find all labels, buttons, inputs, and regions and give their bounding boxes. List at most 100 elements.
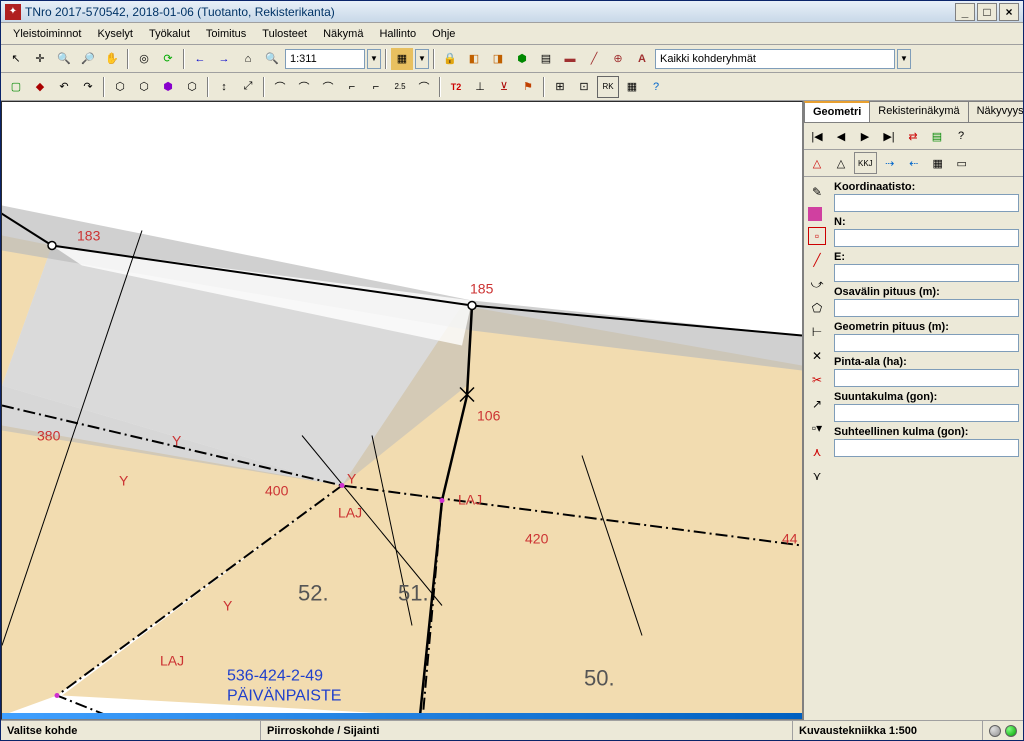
first-icon[interactable]: |◀ xyxy=(806,125,828,147)
suhteellinen-input[interactable] xyxy=(834,439,1019,457)
n-input[interactable] xyxy=(834,229,1019,247)
group-select[interactable]: Kaikki kohderyhmät xyxy=(655,49,895,69)
marker-icon[interactable]: ⊕ xyxy=(607,48,629,70)
e-input[interactable] xyxy=(834,264,1019,282)
hex2-icon[interactable]: ⬡ xyxy=(133,76,155,98)
angle1-icon[interactable]: ⋏ xyxy=(808,443,826,461)
box-dd-icon[interactable]: ▫▾ xyxy=(808,419,826,437)
menu-tyokalut[interactable]: Työkalut xyxy=(141,26,198,42)
x-icon[interactable]: ✕ xyxy=(808,347,826,365)
text-icon[interactable]: A xyxy=(631,48,653,70)
flag-icon[interactable]: ⚑ xyxy=(517,76,539,98)
grid-side-icon[interactable]: ▦ xyxy=(927,152,949,174)
crosshair-icon[interactable]: ✛ xyxy=(29,48,51,70)
grid1-icon[interactable]: ⊞ xyxy=(549,76,571,98)
tri2-icon[interactable]: △ xyxy=(830,152,852,174)
measure2-icon[interactable]: ⤢ xyxy=(237,76,259,98)
tab-nakyvyys[interactable]: Näkyvyys xyxy=(968,101,1023,122)
cube-icon[interactable]: ⬢ xyxy=(511,48,533,70)
home-icon[interactable]: ⌂ xyxy=(237,48,259,70)
pencil-icon[interactable]: ✎ xyxy=(808,183,826,201)
find-icon[interactable]: 🔍 xyxy=(261,48,283,70)
pointer-icon[interactable]: ↖ xyxy=(5,48,27,70)
layers-icon[interactable]: ▦ xyxy=(391,48,413,70)
close-button[interactable]: × xyxy=(999,3,1019,21)
minimize-button[interactable]: _ xyxy=(955,3,975,21)
pan-icon[interactable]: ✋ xyxy=(101,48,123,70)
tri1-icon[interactable]: △ xyxy=(806,152,828,174)
scale-input[interactable] xyxy=(285,49,365,69)
hex3-icon[interactable]: ⬢ xyxy=(157,76,179,98)
connect-icon[interactable]: ⊢ xyxy=(808,323,826,341)
box-red-icon[interactable]: ◆ xyxy=(29,76,51,98)
grid2-icon[interactable]: ⊡ xyxy=(573,76,595,98)
arrow-icon[interactable]: ↗ xyxy=(808,395,826,413)
arc4-icon[interactable]: ⌐ xyxy=(341,76,363,98)
tag-icon[interactable]: ◧ xyxy=(463,48,485,70)
menu-hallinto[interactable]: Hallinto xyxy=(371,26,424,42)
geometrin-input[interactable] xyxy=(834,334,1019,352)
red-line-icon[interactable]: ╱ xyxy=(808,251,826,269)
zoom-out-icon[interactable]: 🔎 xyxy=(77,48,99,70)
pink-box-icon[interactable] xyxy=(808,207,822,221)
menu-yleistoiminnot[interactable]: Yleistoiminnot xyxy=(5,26,89,42)
polygon-icon[interactable]: ⬠ xyxy=(808,299,826,317)
forward-icon[interactable]: → xyxy=(213,48,235,70)
redo-icon[interactable]: ↷ xyxy=(77,76,99,98)
menu-tulosteet[interactable]: Tulosteet xyxy=(254,26,315,42)
kkj-button[interactable]: KKJ xyxy=(854,152,877,174)
target-icon[interactable]: ◎ xyxy=(133,48,155,70)
lock-icon[interactable]: 🔒 xyxy=(439,48,461,70)
align2-icon[interactable]: ⊻ xyxy=(493,76,515,98)
angle2-icon[interactable]: ⋎ xyxy=(808,467,826,485)
grid3-icon[interactable]: ▦ xyxy=(621,76,643,98)
pinta-ala-input[interactable] xyxy=(834,369,1019,387)
align1-icon[interactable]: ⊥ xyxy=(469,76,491,98)
undo-icon[interactable]: ↶ xyxy=(53,76,75,98)
arc2-icon[interactable]: ⌒ xyxy=(293,76,315,98)
group-dropdown[interactable]: ▼ xyxy=(897,49,911,69)
t2-icon[interactable]: T2 xyxy=(445,76,467,98)
arc3-icon[interactable]: ⌒ xyxy=(317,76,339,98)
hex4-icon[interactable]: ⬡ xyxy=(181,76,203,98)
measure1-icon[interactable]: ↕ xyxy=(213,76,235,98)
menu-kyselyt[interactable]: Kyselyt xyxy=(89,26,140,42)
tag2-icon[interactable]: ◨ xyxy=(487,48,509,70)
back-icon[interactable]: ← xyxy=(189,48,211,70)
link-icon[interactable]: ⇄ xyxy=(902,125,924,147)
tab-geometri[interactable]: Geometri xyxy=(804,101,870,122)
arc6-icon[interactable]: ⌒ xyxy=(413,76,435,98)
next-icon[interactable]: ▶ xyxy=(854,125,876,147)
dim-icon[interactable]: 2.5 xyxy=(389,76,411,98)
doc-side-icon[interactable]: ▭ xyxy=(951,152,973,174)
layers-dropdown[interactable]: ▼ xyxy=(415,49,429,69)
help-side-icon[interactable]: ? xyxy=(950,125,972,147)
suuntakulma-input[interactable] xyxy=(834,404,1019,422)
prev-icon[interactable]: ◀ xyxy=(830,125,852,147)
conn2-icon[interactable]: ⇠ xyxy=(903,152,925,174)
menu-nakyma[interactable]: Näkymä xyxy=(315,26,371,42)
zoom-in-icon[interactable]: 🔍 xyxy=(53,48,75,70)
red-box-icon[interactable]: ▫ xyxy=(808,227,826,245)
koordinaatisto-input[interactable] xyxy=(834,194,1019,212)
curve-icon[interactable]: ⤻ xyxy=(808,275,826,293)
scissors-icon[interactable]: ✂ xyxy=(808,371,826,389)
menu-toimitus[interactable]: Toimitus xyxy=(198,26,254,42)
layers-side-icon[interactable]: ▤ xyxy=(926,125,948,147)
rk-icon[interactable]: RK xyxy=(597,76,619,98)
help-icon[interactable]: ? xyxy=(645,76,667,98)
doc-icon[interactable]: ▤ xyxy=(535,48,557,70)
maximize-button[interactable]: □ xyxy=(977,3,997,21)
menu-ohje[interactable]: Ohje xyxy=(424,26,463,42)
box-green-icon[interactable]: ▢ xyxy=(5,76,27,98)
last-icon[interactable]: ▶| xyxy=(878,125,900,147)
hex1-icon[interactable]: ⬡ xyxy=(109,76,131,98)
line-icon[interactable]: ╱ xyxy=(583,48,605,70)
conn1-icon[interactable]: ⇢ xyxy=(879,152,901,174)
scale-dropdown[interactable]: ▼ xyxy=(367,49,381,69)
tab-rekisterinakyma[interactable]: Rekisterinäkymä xyxy=(869,101,968,122)
refresh-icon[interactable]: ⟳ xyxy=(157,48,179,70)
osavalin-input[interactable] xyxy=(834,299,1019,317)
arc5-icon[interactable]: ⌐ xyxy=(365,76,387,98)
arc1-icon[interactable]: ⌒ xyxy=(269,76,291,98)
